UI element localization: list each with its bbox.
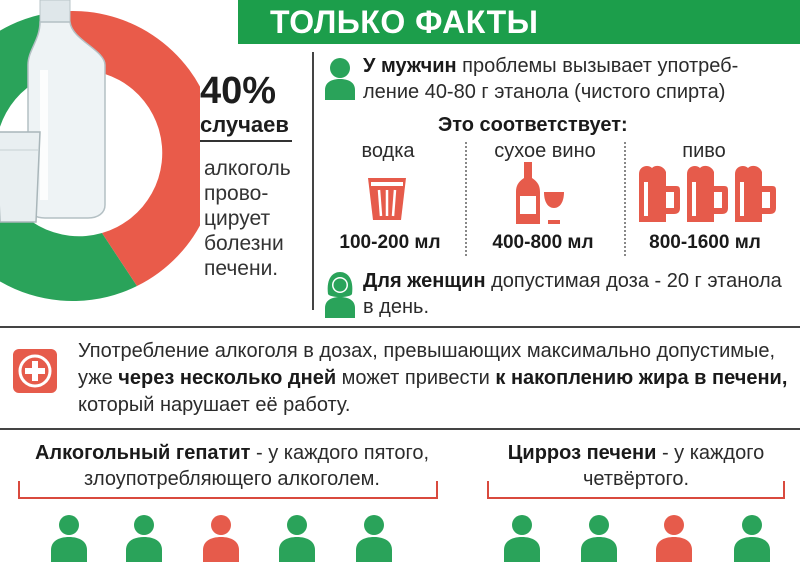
- drink-divider-2: [624, 142, 626, 256]
- hepatitis-stat: Алкогольный гепатит - у каждого пятого, …: [34, 442, 430, 490]
- section-divider-2: [0, 428, 800, 430]
- drink-amount-beer: 800-1600 мл: [649, 232, 761, 253]
- percent-unit: случаев: [200, 112, 289, 137]
- page-title: ТОЛЬКО ФАКТЫ: [270, 4, 539, 40]
- medical-cross-icon: [13, 349, 57, 393]
- percent-divider: [200, 140, 292, 142]
- men-dose-text: У мужчин проблемы вызывает употреб-ление…: [363, 55, 739, 103]
- cirrhosis-person-icon: [504, 515, 540, 562]
- drink-divider-1: [465, 142, 467, 256]
- equivalent-title: Это соответствует:: [438, 114, 628, 136]
- hepatitis-person-icon: [279, 515, 315, 562]
- beer-mugs-icon: [639, 165, 776, 222]
- drink-amount-wine: 400-800 мл: [492, 232, 594, 253]
- hepatitis-person-icon: [356, 515, 392, 562]
- hepatitis-person-icon: [51, 515, 87, 562]
- hepatitis-person-icon: [126, 515, 162, 562]
- drink-name-beer: пиво: [682, 140, 726, 162]
- hepatitis-person-icon: [203, 515, 239, 562]
- vertical-divider: [312, 52, 314, 310]
- header-bar: [238, 0, 800, 44]
- drink-amount-vodka: 100-200 мл: [339, 232, 441, 253]
- info-text: Употребление алкоголя в дозах, превышающ…: [78, 340, 788, 416]
- cirrhosis-stat: Цирроз печени - у каждого четвёртого.: [507, 442, 765, 490]
- wine-icon: [516, 162, 564, 224]
- man-icon: [325, 58, 355, 100]
- donut-green-segment: [0, 12, 137, 302]
- section-divider-1: [0, 326, 800, 328]
- vodka-glass-icon: [368, 178, 406, 220]
- cirrhosis-person-icon: [656, 515, 692, 562]
- bottle-icon: [27, 0, 106, 219]
- percent-description: алкоголь прово-цирует болезни печени.: [204, 157, 291, 280]
- drink-name-wine: сухое вино: [494, 140, 596, 162]
- woman-icon: [325, 272, 355, 318]
- cirrhosis-bracket: [487, 481, 785, 499]
- percent-value: 40%: [200, 70, 277, 112]
- cirrhosis-person-icon: [734, 515, 770, 562]
- donut-red-segment: [56, 11, 200, 286]
- women-dose-text: Для женщин допустимая доза - 20 г этанол…: [363, 270, 782, 318]
- drink-name-vodka: водка: [361, 140, 415, 162]
- shot-glass-icon: [0, 131, 41, 223]
- cirrhosis-person-icon: [581, 515, 617, 562]
- hepatitis-bracket: [18, 481, 438, 499]
- donut-chart-with-bottle: [0, 0, 200, 302]
